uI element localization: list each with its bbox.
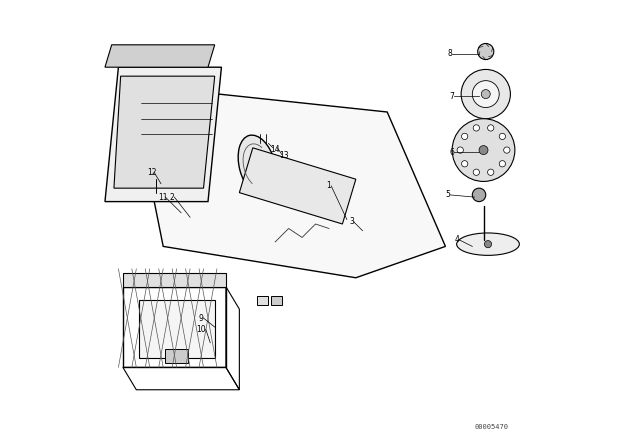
Circle shape bbox=[461, 69, 511, 119]
Polygon shape bbox=[139, 300, 215, 358]
Text: 4: 4 bbox=[454, 235, 459, 244]
Text: 14: 14 bbox=[270, 145, 280, 154]
Circle shape bbox=[457, 147, 463, 153]
Polygon shape bbox=[257, 296, 269, 305]
Polygon shape bbox=[105, 67, 221, 202]
Text: 11: 11 bbox=[159, 193, 168, 202]
Circle shape bbox=[473, 125, 479, 131]
Polygon shape bbox=[239, 148, 356, 224]
Ellipse shape bbox=[456, 233, 520, 255]
Polygon shape bbox=[114, 76, 215, 188]
Circle shape bbox=[472, 81, 499, 108]
Circle shape bbox=[452, 119, 515, 181]
Text: 7: 7 bbox=[450, 92, 454, 101]
Text: 8: 8 bbox=[447, 49, 452, 58]
Circle shape bbox=[481, 90, 490, 99]
Circle shape bbox=[499, 133, 506, 139]
Polygon shape bbox=[105, 45, 215, 67]
Circle shape bbox=[477, 43, 494, 60]
Text: 10: 10 bbox=[196, 325, 206, 334]
Circle shape bbox=[488, 169, 494, 175]
Text: 2: 2 bbox=[170, 193, 175, 202]
Text: 6: 6 bbox=[450, 148, 454, 157]
Text: 13: 13 bbox=[279, 151, 289, 160]
Text: 00005470: 00005470 bbox=[474, 424, 508, 430]
Polygon shape bbox=[123, 273, 226, 287]
Circle shape bbox=[472, 188, 486, 202]
Text: 9: 9 bbox=[199, 314, 204, 323]
Circle shape bbox=[461, 133, 468, 139]
Circle shape bbox=[479, 146, 488, 155]
Circle shape bbox=[473, 169, 479, 175]
Circle shape bbox=[488, 125, 494, 131]
Circle shape bbox=[499, 161, 506, 167]
Ellipse shape bbox=[238, 135, 276, 196]
Circle shape bbox=[504, 147, 510, 153]
Polygon shape bbox=[271, 296, 282, 305]
Circle shape bbox=[461, 161, 468, 167]
Text: 1: 1 bbox=[326, 181, 332, 190]
Circle shape bbox=[484, 241, 492, 248]
Text: 3: 3 bbox=[349, 217, 354, 226]
Polygon shape bbox=[141, 90, 445, 278]
Polygon shape bbox=[165, 349, 188, 363]
Text: 12: 12 bbox=[147, 168, 157, 177]
Text: 5: 5 bbox=[445, 190, 450, 199]
